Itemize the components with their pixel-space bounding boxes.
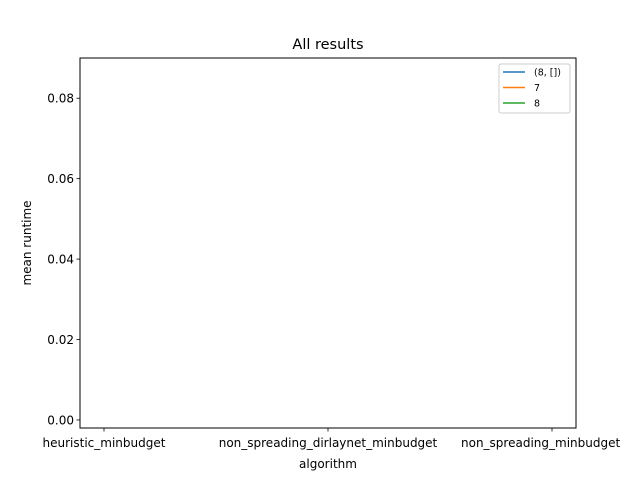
y-tick-label: 0.08: [47, 92, 74, 106]
x-axis-label: algorithm: [299, 457, 357, 471]
legend-box: [498, 63, 571, 114]
y-tick-label: 0.06: [47, 172, 74, 186]
y-tick-label: 0.00: [47, 413, 74, 427]
x-axis-ticks: heuristic_minbudget non_spreading_dirlayn…: [43, 428, 620, 450]
legend-label: 7: [534, 83, 540, 94]
x-tick-label: non_spreading_minbudget: [461, 436, 620, 450]
y-tick-label: 0.02: [47, 333, 74, 347]
x-tick-label: non_spreading_dirlaynet_minbudget: [219, 436, 438, 450]
legend-label: (8, []): [534, 68, 561, 79]
y-axis-ticks: 0.00 0.02 0.04 0.06 0.08: [47, 92, 80, 427]
y-axis-label: mean runtime: [20, 200, 34, 285]
chart-title: All results: [292, 37, 363, 53]
legend-label: 8: [534, 99, 540, 110]
x-tick-label: heuristic_minbudget: [43, 436, 166, 450]
legend: (8, []) 7 8: [498, 63, 571, 114]
y-tick-label: 0.04: [47, 253, 74, 267]
